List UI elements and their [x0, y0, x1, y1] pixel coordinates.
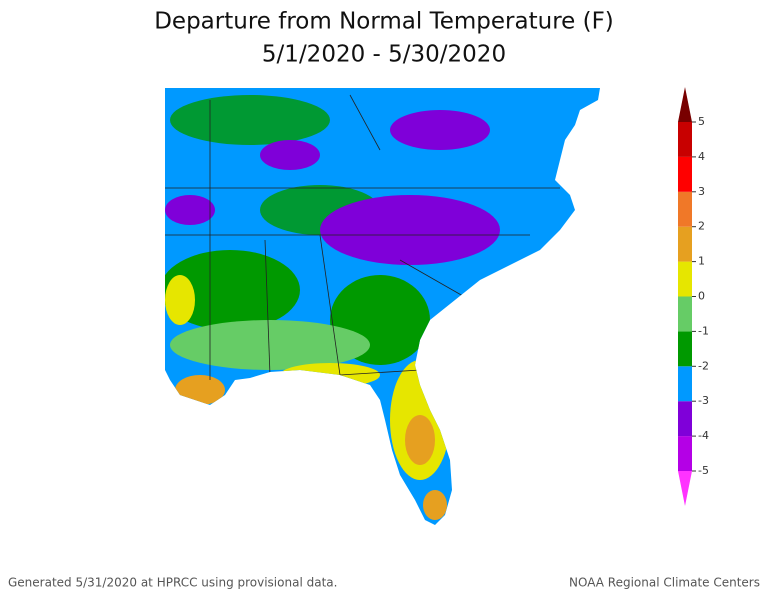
- colorbar-segment: [678, 191, 692, 227]
- colorbar-segment: [678, 296, 692, 332]
- colorbar-segment: [678, 436, 692, 471]
- colorbar-segment: [678, 366, 692, 402]
- colorbar-segment: [678, 156, 692, 192]
- tick-label: 0: [698, 290, 705, 303]
- footer-left: Generated 5/31/2020 at HPRCC using provi…: [8, 576, 337, 590]
- colorbar-arrow: [678, 471, 692, 506]
- colorbar-segment: [678, 122, 692, 157]
- footer-right: NOAA Regional Climate Centers: [569, 576, 760, 590]
- colorbar-segment: [678, 261, 692, 297]
- colorbar-segment: [678, 331, 692, 367]
- tick-label: 2: [698, 220, 705, 233]
- tick-label: -5: [698, 464, 709, 477]
- tick-label: -1: [698, 324, 709, 337]
- tick-label: 5: [698, 115, 705, 128]
- map: [165, 88, 600, 525]
- tick-label: -3: [698, 394, 709, 407]
- tick-label: -4: [698, 429, 709, 442]
- colorbar-segment: [678, 401, 692, 437]
- subtitle: 5/1/2020 - 5/30/2020: [262, 42, 506, 68]
- tick-label: 3: [698, 185, 705, 198]
- colorbar-segment: [678, 226, 692, 262]
- colorbar-arrow: [678, 87, 692, 122]
- tick-label: -2: [698, 359, 709, 372]
- tick-label: 4: [698, 150, 705, 163]
- tick-label: 1: [698, 255, 705, 268]
- title: Departure from Normal Temperature (F): [154, 9, 614, 35]
- colorbar: -5 -4 -3 -2 -1 0 1 2 3 4 5: [678, 87, 709, 506]
